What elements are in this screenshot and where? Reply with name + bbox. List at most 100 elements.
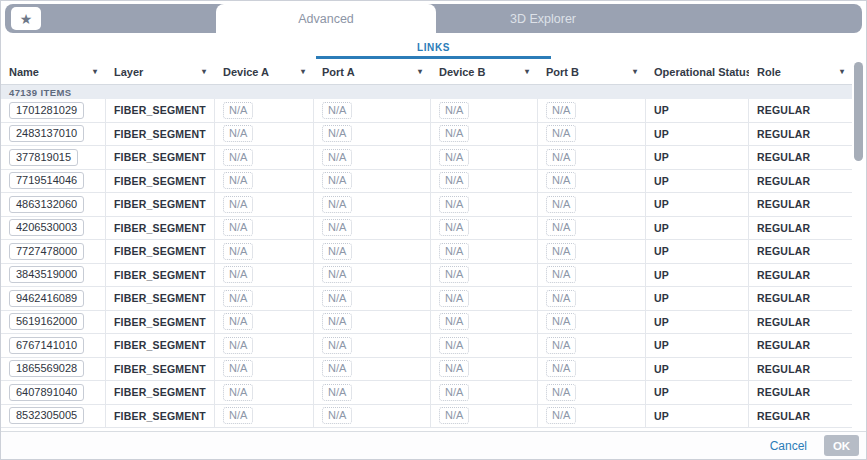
name-field[interactable]: 5619162000 <box>9 313 84 330</box>
port-a-field[interactable]: N/A <box>322 149 352 166</box>
port-a-field[interactable]: N/A <box>322 360 352 377</box>
port-a-field[interactable]: N/A <box>322 337 352 354</box>
port-a-field[interactable]: N/A <box>322 384 352 401</box>
cell-device-b: N/A <box>431 217 538 240</box>
name-field[interactable]: 377819015 <box>9 149 78 166</box>
device-b-field[interactable]: N/A <box>439 360 469 377</box>
device-a-field[interactable]: N/A <box>223 102 253 119</box>
port-b-field[interactable]: N/A <box>546 196 576 213</box>
star-icon: ★ <box>20 11 33 27</box>
name-field[interactable]: 4206530003 <box>9 219 84 236</box>
port-a-field[interactable]: N/A <box>322 125 352 142</box>
tab-links[interactable]: LINKS <box>316 33 551 59</box>
name-field[interactable]: 6407891040 <box>9 384 84 401</box>
device-a-field[interactable]: N/A <box>223 149 253 166</box>
device-b-field[interactable]: N/A <box>439 149 469 166</box>
device-b-field[interactable]: N/A <box>439 196 469 213</box>
device-a-field[interactable]: N/A <box>223 384 253 401</box>
name-field[interactable]: 7719514046 <box>9 172 84 189</box>
cell-device-b: N/A <box>431 170 538 193</box>
column-header-operational-status[interactable]: Operational Status ▾ <box>646 59 749 84</box>
column-header-device-a[interactable]: Device A ▾ <box>215 59 314 84</box>
cell-port-b: N/A <box>538 240 646 263</box>
name-field[interactable]: 3843519000 <box>9 266 84 283</box>
port-a-field[interactable]: N/A <box>322 172 352 189</box>
device-a-field[interactable]: N/A <box>223 266 253 283</box>
cell-device-a: N/A <box>215 170 314 193</box>
scrollbar-thumb[interactable] <box>854 62 863 161</box>
column-header-device-b[interactable]: Device B ▾ <box>431 59 538 84</box>
column-header-layer[interactable]: Layer ▾ <box>106 59 215 84</box>
port-b-field[interactable]: N/A <box>546 102 576 119</box>
links-table: Name ▾ Layer ▾ Device A ▾ Port A ▾ Devic… <box>1 59 867 428</box>
name-field[interactable]: 9462416089 <box>9 290 84 307</box>
name-field[interactable]: 6767141010 <box>9 337 84 354</box>
port-b-field[interactable]: N/A <box>546 266 576 283</box>
port-b-field[interactable]: N/A <box>546 313 576 330</box>
role-value: REGULAR <box>757 269 810 281</box>
port-a-field[interactable]: N/A <box>322 102 352 119</box>
cell-role: REGULAR <box>749 170 853 193</box>
port-b-field[interactable]: N/A <box>546 337 576 354</box>
port-a-field[interactable]: N/A <box>322 266 352 283</box>
device-b-field[interactable]: N/A <box>439 102 469 119</box>
name-field[interactable]: 8532305005 <box>9 407 84 424</box>
port-b-field[interactable]: N/A <box>546 360 576 377</box>
device-b-field[interactable]: N/A <box>439 384 469 401</box>
device-a-field[interactable]: N/A <box>223 243 253 260</box>
cell-device-b: N/A <box>431 264 538 287</box>
tab-advanced[interactable]: Advanced <box>216 4 436 33</box>
device-b-field[interactable]: N/A <box>439 172 469 189</box>
cell-name: 3843519000 <box>1 264 106 287</box>
device-a-field[interactable]: N/A <box>223 337 253 354</box>
port-a-field[interactable]: N/A <box>322 407 352 424</box>
favorite-button[interactable]: ★ <box>11 7 41 30</box>
name-field[interactable]: 2483137010 <box>9 125 84 142</box>
device-a-field[interactable]: N/A <box>223 219 253 236</box>
port-b-field[interactable]: N/A <box>546 407 576 424</box>
name-field[interactable]: 4863132060 <box>9 196 84 213</box>
column-header-port-a[interactable]: Port A ▾ <box>314 59 431 84</box>
name-field[interactable]: 7727478000 <box>9 243 84 260</box>
device-b-field[interactable]: N/A <box>439 125 469 142</box>
name-field[interactable]: 1701281029 <box>9 102 84 119</box>
port-b-field[interactable]: N/A <box>546 290 576 307</box>
column-header-name[interactable]: Name ▾ <box>1 59 106 84</box>
cell-device-a: N/A <box>215 287 314 310</box>
device-b-field[interactable]: N/A <box>439 266 469 283</box>
port-b-field[interactable]: N/A <box>546 219 576 236</box>
port-b-field[interactable]: N/A <box>546 172 576 189</box>
port-b-field[interactable]: N/A <box>546 384 576 401</box>
device-a-field[interactable]: N/A <box>223 290 253 307</box>
port-a-field[interactable]: N/A <box>322 313 352 330</box>
column-header-role[interactable]: Role ▾ <box>749 59 853 84</box>
column-label: Role <box>757 66 781 78</box>
port-b-field[interactable]: N/A <box>546 243 576 260</box>
name-field[interactable]: 1865569028 <box>9 360 84 377</box>
cell-device-b: N/A <box>431 334 538 357</box>
port-a-field[interactable]: N/A <box>322 196 352 213</box>
device-a-field[interactable]: N/A <box>223 407 253 424</box>
device-a-field[interactable]: N/A <box>223 313 253 330</box>
device-b-field[interactable]: N/A <box>439 243 469 260</box>
port-b-field[interactable]: N/A <box>546 149 576 166</box>
device-a-field[interactable]: N/A <box>223 125 253 142</box>
cancel-button[interactable]: Cancel <box>770 439 807 453</box>
device-a-field[interactable]: N/A <box>223 196 253 213</box>
device-a-field[interactable]: N/A <box>223 172 253 189</box>
column-header-port-b[interactable]: Port B ▾ <box>538 59 646 84</box>
port-a-field[interactable]: N/A <box>322 219 352 236</box>
device-b-field[interactable]: N/A <box>439 313 469 330</box>
tab-3d-explorer[interactable]: 3D Explorer <box>436 4 650 33</box>
device-b-field[interactable]: N/A <box>439 290 469 307</box>
port-b-field[interactable]: N/A <box>546 125 576 142</box>
port-a-field[interactable]: N/A <box>322 290 352 307</box>
layer-value: FIBER_SEGMENT <box>114 245 206 257</box>
device-a-field[interactable]: N/A <box>223 360 253 377</box>
ok-button[interactable]: OK <box>824 435 859 456</box>
device-b-field[interactable]: N/A <box>439 219 469 236</box>
cell-layer: FIBER_SEGMENT <box>106 264 215 287</box>
port-a-field[interactable]: N/A <box>322 243 352 260</box>
device-b-field[interactable]: N/A <box>439 407 469 424</box>
device-b-field[interactable]: N/A <box>439 337 469 354</box>
